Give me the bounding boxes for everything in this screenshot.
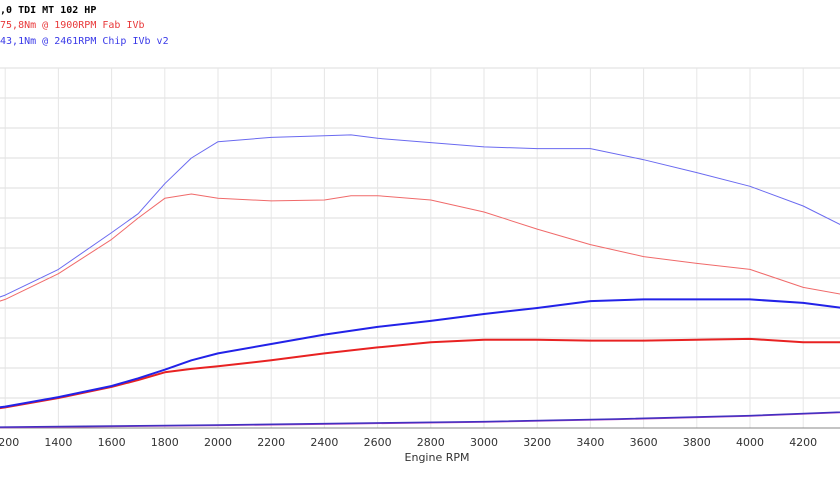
x-tick-label: 2600: [364, 436, 392, 449]
x-tick-label: 3000: [470, 436, 498, 449]
legend-fab-text: 275,8Nm @ 1900RPM Fab IVb: [0, 20, 145, 31]
x-tick-label: 2200: [257, 436, 285, 449]
series-line: [0, 298, 840, 409]
x-tick-label: 2400: [310, 436, 338, 449]
x-tick-label: 1600: [98, 436, 126, 449]
x-tick-labels: 1200 1400 1600 1800 2000 2200 2400 2600 2800 3000…: [0, 436, 817, 449]
series-line: [0, 411, 840, 428]
series-line: [0, 337, 840, 410]
legend-tag: Chip IVb v2: [102, 36, 168, 47]
x-tick-label: 3800: [683, 436, 711, 449]
legend-chip-text: 343,1Nm @ 2461RPM Chip IVb v2: [0, 36, 169, 47]
x-tick-label: 3200: [523, 436, 551, 449]
chart-series: [0, 134, 840, 429]
x-tick-label: 1400: [44, 436, 72, 449]
x-tick-label: 3400: [576, 436, 604, 449]
x-tick-label: 1200: [0, 436, 19, 449]
x-tick-label: 2800: [417, 436, 445, 449]
legend-value: 343,1Nm @ 2461RPM: [0, 36, 102, 47]
chart-header: 2,0 TDI MT 102 HP 275,8Nm @ 1900RPM Fab …: [0, 5, 169, 47]
series-line: [0, 193, 840, 302]
chart-title: 2,0 TDI MT 102 HP: [0, 5, 96, 16]
x-tick-label: 2000: [204, 436, 232, 449]
x-axis-label: Engine RPM: [405, 451, 470, 464]
legend-value: 275,8Nm @ 1900RPM: [0, 20, 102, 31]
legend-entry-chip: 343,1Nm @ 2461RPM Chip IVb v2: [0, 36, 169, 47]
x-tick-label: 3600: [630, 436, 658, 449]
legend-entry-fab: 275,8Nm @ 1900RPM Fab IVb: [0, 20, 145, 31]
x-tick-label: 4200: [789, 436, 817, 449]
x-tick-label: 4000: [736, 436, 764, 449]
x-tick-label: 1800: [151, 436, 179, 449]
legend-tag: Fab IVb: [102, 20, 144, 31]
chart-grid: [0, 67, 840, 429]
series-line: [0, 134, 840, 298]
